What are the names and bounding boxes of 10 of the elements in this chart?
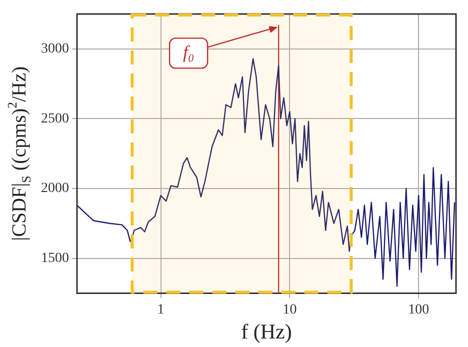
x-tick-label: 100	[408, 302, 430, 318]
y-tick-label: 2000	[41, 181, 69, 196]
x-tick-label: 10	[282, 302, 297, 318]
y-tick-label: 2500	[41, 111, 69, 126]
x-axis-title: f (Hz)	[241, 320, 292, 344]
y-tick-label: 3000	[41, 42, 69, 57]
y-axis-title: |CSDF|S ((cpms)2/Hz)	[4, 66, 34, 241]
x-tick-label: 1	[157, 302, 164, 318]
annotation: f₀	[182, 42, 194, 62]
y-tick-label: 1500	[41, 250, 69, 266]
